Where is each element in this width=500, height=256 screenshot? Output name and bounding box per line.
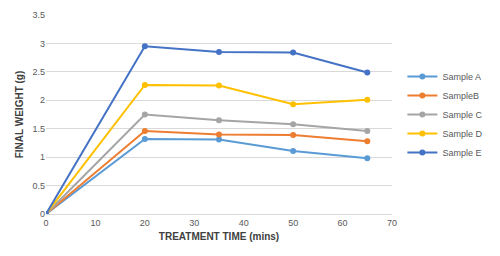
svg-text:10: 10 xyxy=(90,218,100,228)
svg-text:30: 30 xyxy=(189,218,199,228)
svg-text:40: 40 xyxy=(239,218,249,228)
svg-text:3.5: 3.5 xyxy=(32,10,45,20)
svg-text:TREATMENT TIME (mins): TREATMENT TIME (mins) xyxy=(159,231,279,242)
svg-text:50: 50 xyxy=(288,218,298,228)
svg-text:Sample D: Sample D xyxy=(442,129,482,139)
svg-text:1.5: 1.5 xyxy=(32,124,45,134)
svg-text:FINAL WEIGHT (g): FINAL WEIGHT (g) xyxy=(14,71,25,159)
svg-text:SampleB: SampleB xyxy=(442,91,479,101)
svg-text:20: 20 xyxy=(140,218,150,228)
svg-text:2.5: 2.5 xyxy=(32,67,45,77)
svg-text:Sample C: Sample C xyxy=(442,110,482,120)
svg-text:2: 2 xyxy=(40,95,45,105)
svg-text:60: 60 xyxy=(338,218,348,228)
svg-text:70: 70 xyxy=(387,218,397,228)
svg-text:Sample E: Sample E xyxy=(442,148,481,158)
svg-text:0.5: 0.5 xyxy=(32,181,45,191)
svg-text:1: 1 xyxy=(40,152,45,162)
svg-text:0: 0 xyxy=(40,209,45,219)
svg-text:3: 3 xyxy=(40,39,45,49)
svg-text:0: 0 xyxy=(43,218,48,228)
svg-text:Sample A: Sample A xyxy=(442,72,481,82)
